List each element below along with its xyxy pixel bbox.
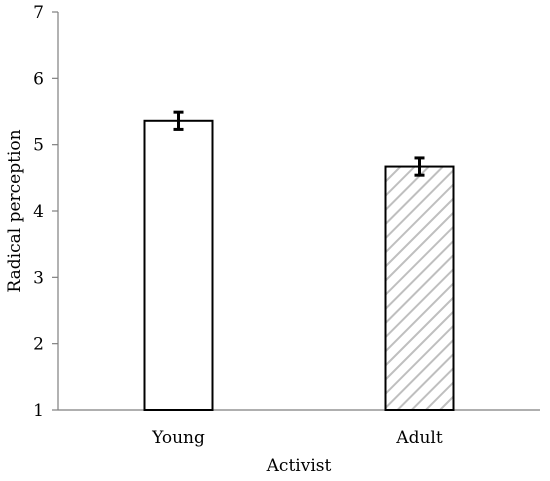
y-tick-label: 7 bbox=[33, 3, 44, 23]
bar-young bbox=[143, 119, 214, 412]
y-axis-title: Radical perception bbox=[5, 129, 25, 292]
y-axis: 1 2 3 4 5 6 7 bbox=[33, 3, 59, 421]
x-axis: Young Adult bbox=[58, 409, 540, 448]
error-bar-young bbox=[173, 110, 184, 131]
bars bbox=[143, 119, 455, 412]
y-tick-label: 3 bbox=[33, 268, 44, 288]
y-tick-label: 4 bbox=[33, 202, 44, 222]
error-bar-adult bbox=[414, 156, 425, 177]
y-tick-label: 6 bbox=[33, 69, 44, 89]
x-tick-label: Young bbox=[151, 428, 205, 448]
y-tick-label: 2 bbox=[33, 335, 44, 355]
y-tick-label: 5 bbox=[33, 136, 44, 156]
bar-adult bbox=[384, 165, 455, 411]
error-bars bbox=[173, 110, 425, 177]
x-axis-title: Activist bbox=[266, 456, 332, 476]
y-tick-label: 1 bbox=[33, 401, 44, 421]
x-tick-label: Adult bbox=[395, 428, 443, 448]
